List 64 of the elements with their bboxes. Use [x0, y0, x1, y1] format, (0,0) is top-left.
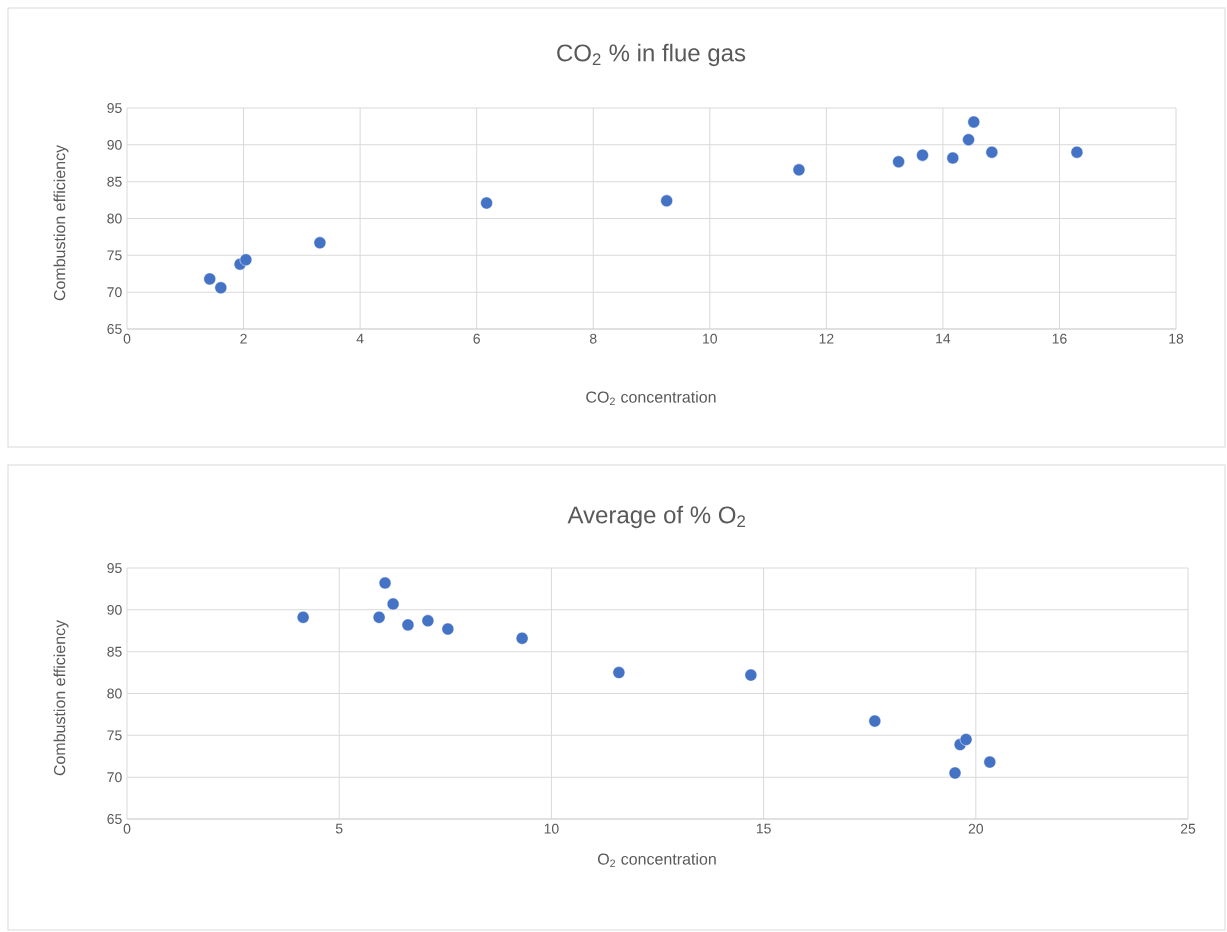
- x-tick-label: 20: [968, 823, 984, 834]
- y-tick-label: 70: [107, 772, 122, 783]
- y-tick-label: 80: [107, 213, 122, 224]
- x-tick-label: 15: [756, 823, 771, 834]
- x-axis-title: O$_{2}$ concentration: [597, 853, 716, 867]
- point: [983, 755, 997, 769]
- point: [959, 733, 973, 746]
- point: [792, 163, 806, 177]
- x-tick-label: 14: [936, 333, 951, 344]
- point: [401, 618, 415, 632]
- y-tick-label: 75: [107, 250, 122, 261]
- point: [948, 766, 962, 780]
- x-tick-label: 25: [1180, 823, 1196, 834]
- y-tick-label: 90: [107, 139, 122, 150]
- y-tick-label: 80: [107, 688, 122, 699]
- y-tick-label: 70: [107, 287, 122, 298]
- y-tick-label: 85: [107, 176, 122, 187]
- y-tick-label: 75: [107, 730, 122, 741]
- point: [441, 622, 455, 636]
- point: [214, 281, 228, 295]
- point: [868, 714, 882, 728]
- x-tick-label: 2: [240, 333, 247, 344]
- y-tick-label: 90: [107, 604, 122, 615]
- point: [515, 632, 529, 645]
- x-axis-title: CO$_{2}$ concentration: [586, 391, 716, 405]
- point: [916, 148, 929, 162]
- y-axis-title: Combustion efficiency: [53, 619, 69, 776]
- point: [946, 151, 960, 165]
- y-tick-label: 65: [107, 324, 122, 334]
- point: [386, 597, 400, 611]
- point: [372, 611, 386, 624]
- y-tick-label: 95: [107, 563, 122, 573]
- x-tick-label: 16: [1052, 333, 1067, 344]
- y-tick-label: 95: [107, 103, 122, 113]
- chart-title: CO$_{2}$ % in flue gas: [557, 43, 746, 67]
- point: [239, 253, 253, 267]
- point: [962, 133, 975, 146]
- y-tick-label: 65: [107, 814, 122, 824]
- x-tick-label: 6: [473, 333, 480, 344]
- point: [296, 611, 310, 624]
- point: [892, 155, 905, 169]
- x-tick-label: 0: [123, 823, 131, 834]
- x-tick-label: 10: [544, 823, 559, 834]
- y-tick-label: 85: [107, 646, 122, 657]
- x-tick-label: 18: [1169, 333, 1184, 344]
- point: [313, 236, 327, 250]
- point: [660, 194, 673, 208]
- point: [744, 668, 758, 682]
- x-tick-label: 8: [589, 333, 597, 344]
- x-tick-label: 10: [703, 333, 718, 344]
- x-tick-label: 12: [819, 333, 834, 344]
- x-tick-label: 4: [356, 333, 364, 344]
- point: [1070, 145, 1084, 159]
- point: [985, 145, 999, 159]
- point: [967, 115, 981, 129]
- y-axis-title: Combustion efficiency: [53, 144, 69, 301]
- chart-title: Average of % O$_{2}$: [567, 505, 745, 529]
- point: [612, 666, 626, 679]
- x-tick-label: 5: [335, 823, 343, 834]
- point: [421, 614, 435, 627]
- point: [203, 272, 217, 286]
- point: [378, 576, 392, 590]
- point: [480, 196, 493, 210]
- x-tick-label: 0: [123, 333, 131, 344]
